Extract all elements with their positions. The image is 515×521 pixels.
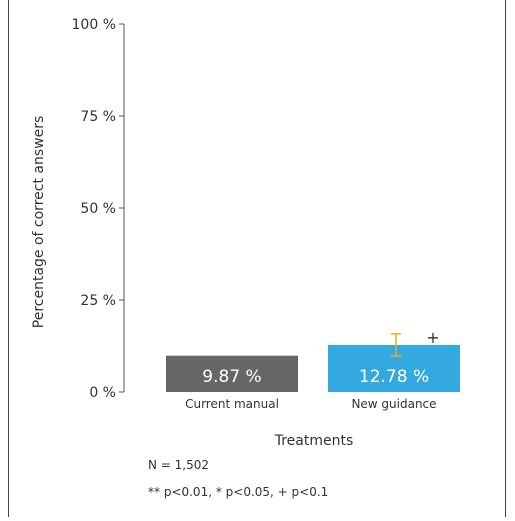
y-axis-ticks: 0 % 25 % 50 % 75 % 100 % (72, 17, 124, 401)
bar-value-label: 12.78 % (359, 367, 429, 387)
y-tick-label: 100 % (72, 17, 116, 33)
sample-size-note: N = 1,502 (148, 458, 209, 472)
y-axis-label: Percentage of correct answers (31, 116, 47, 328)
value-labels: 9.87 % 12.78 % (202, 367, 429, 387)
chart-border (8, 0, 506, 520)
significance-note: ** p<0.01, * p<0.05, + p<0.1 (148, 485, 328, 499)
y-tick-label: 50 % (80, 201, 116, 217)
y-tick-label: 0 % (89, 385, 116, 401)
error-bars (391, 333, 401, 357)
category-labels: Current manual New guidance (185, 397, 436, 411)
y-tick-label: 75 % (80, 109, 116, 125)
category-label: New guidance (351, 397, 436, 411)
y-tick-label: 25 % (80, 293, 116, 309)
bar-value-label: 9.87 % (202, 367, 261, 387)
bar-current-manual (166, 355, 298, 392)
x-axis-label: Treatments (274, 433, 354, 449)
significance-marker: + (426, 328, 439, 347)
bars (166, 344, 460, 392)
bar-new-guidance (328, 344, 460, 392)
category-label: Current manual (185, 397, 279, 411)
